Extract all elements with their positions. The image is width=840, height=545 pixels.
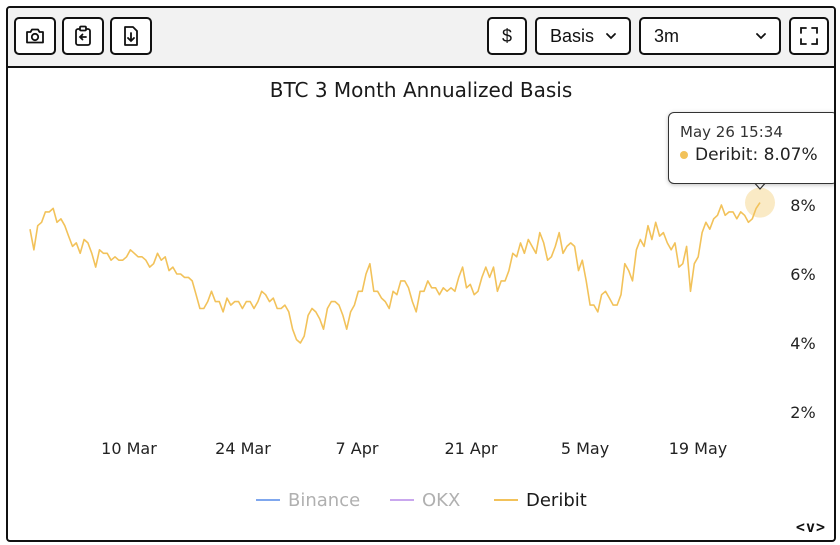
series-lines [29,202,761,344]
chevron-down-icon [756,33,766,40]
chart-title: BTC 3 Month Annualized Basis [269,78,573,102]
legend-item-deribit[interactable]: Deribit [494,488,587,512]
copy-to-clipboard-button[interactable] [62,17,104,55]
y-tick-label: 4% [790,334,815,353]
series-line-deribit [29,202,761,344]
tooltip-row: Deribit: 8.07% [680,145,834,165]
y-axis-ticks: 8% 6% 4% 2% [790,196,815,422]
hover-highlight [745,179,775,218]
x-tick-label: 5 May [561,439,609,458]
legend-label: OKX [422,489,461,511]
prev-arrow[interactable]: < [795,518,806,536]
metric-select[interactable]: Basis [535,17,631,55]
metric-select-value: Basis [550,25,595,46]
download-button[interactable] [110,17,152,55]
range-select[interactable]: 3m [639,17,781,55]
legend-label: Deribit [526,489,587,511]
chart-tooltip: May 26 15:34 Deribit: 8.07% [668,112,834,184]
clipboard-icon [75,25,91,46]
legend-swatch [256,499,280,501]
chart-legend: Binance OKX Deribit [8,488,834,512]
x-tick-label: 19 May [669,439,728,458]
y-tick-label: 8% [790,196,815,215]
legend-swatch [494,499,518,501]
legend-label: Binance [288,489,361,511]
download-file-icon [124,26,138,46]
x-tick-label: 7 Apr [336,439,379,458]
range-select-value: 3m [654,25,680,46]
y-tick-label: 2% [790,403,815,422]
fullscreen-button[interactable] [789,17,829,55]
hover-point-halo [745,187,775,218]
legend-item-binance[interactable]: Binance [256,488,360,512]
chart-widget: $ Basis 3m BTC 3 Month Annualized Basis … [6,6,836,542]
legend-item-okx[interactable]: OKX [390,488,460,512]
tooltip-separator: : [752,145,764,165]
x-tick-label: 24 Mar [215,439,271,458]
screenshot-button[interactable] [14,17,56,55]
chevron-down-icon [606,33,616,40]
chart-toolbar: $ Basis 3m [8,8,834,68]
fullscreen-icon [800,27,818,45]
tooltip-value: 8.07% [763,145,818,165]
legend-swatch [390,499,414,501]
down-chevron[interactable]: v [805,518,816,536]
currency-toggle-button[interactable]: $ [487,17,527,55]
currency-label: $ [501,25,512,46]
camera-icon [26,28,44,44]
next-arrow[interactable]: > [815,518,826,536]
x-tick-label: 21 Apr [444,439,498,458]
y-tick-label: 6% [790,265,815,284]
x-axis-ticks: 10 Mar 24 Mar 7 Apr 21 Apr 5 May 19 May [101,439,727,458]
x-tick-label: 10 Mar [101,439,157,458]
tooltip-series-name: Deribit [695,145,753,165]
tooltip-series-dot [680,151,688,159]
pagination-arrows: <v> [796,518,826,536]
tooltip-time: May 26 15:34 [680,123,783,141]
